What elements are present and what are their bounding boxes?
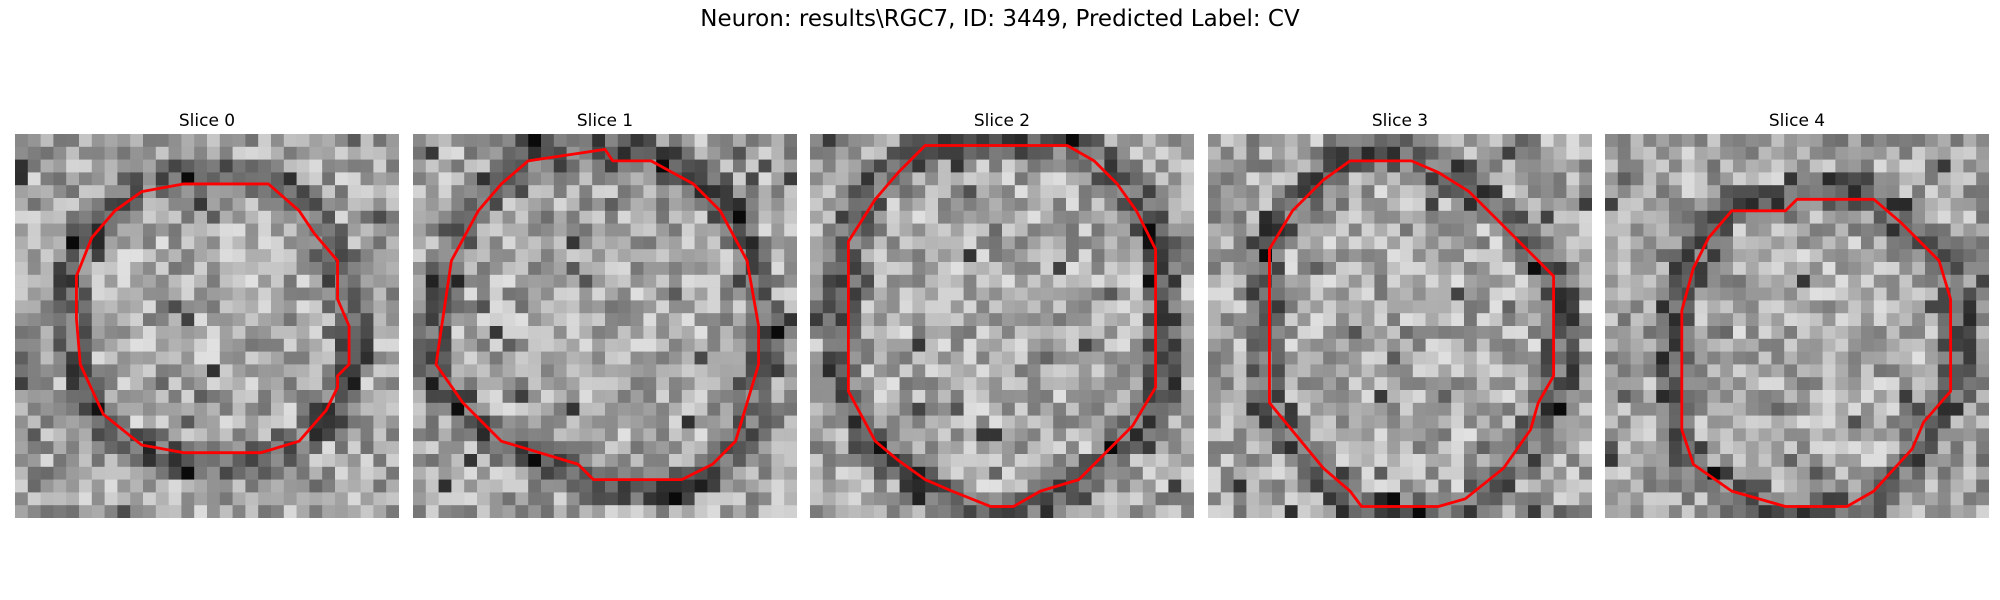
- slice-title-4: Slice 4: [1768, 111, 1826, 131]
- cell-contour: [1268, 159, 1556, 508]
- slice-image-4: [1605, 134, 1989, 518]
- slice-panel-4: Slice 4: [1605, 108, 1989, 518]
- cell-contour: [1680, 197, 1953, 508]
- micrograph-pixels: [15, 134, 399, 518]
- slice-title-2: Slice 2: [973, 111, 1031, 131]
- micrograph-pixels: [413, 134, 797, 518]
- slice-title-3: Slice 3: [1371, 111, 1429, 131]
- slice-image-2: [810, 134, 1194, 518]
- slice-image-1: [413, 134, 797, 518]
- cell-contour: [75, 182, 351, 455]
- micrograph-pixels: [1605, 134, 1989, 518]
- slice-image-3: [1208, 134, 1592, 518]
- slice-image-0: [15, 134, 399, 518]
- slice-title-0: Slice 0: [178, 111, 236, 131]
- slice-panel-3: Slice 3: [1208, 108, 1592, 518]
- cell-contour: [434, 147, 761, 482]
- micrograph-pixels: [810, 134, 1194, 518]
- micrograph-pixels: [1208, 134, 1592, 518]
- slice-panel-0: Slice 0: [15, 108, 399, 518]
- cell-contour: [846, 144, 1158, 508]
- figure-title: Neuron: results\RGC7, ID: 3449, Predicte…: [700, 6, 1300, 32]
- slice-title-1: Slice 1: [576, 111, 634, 131]
- slice-panel-1: Slice 1: [413, 108, 797, 518]
- slice-panel-2: Slice 2: [810, 108, 1194, 518]
